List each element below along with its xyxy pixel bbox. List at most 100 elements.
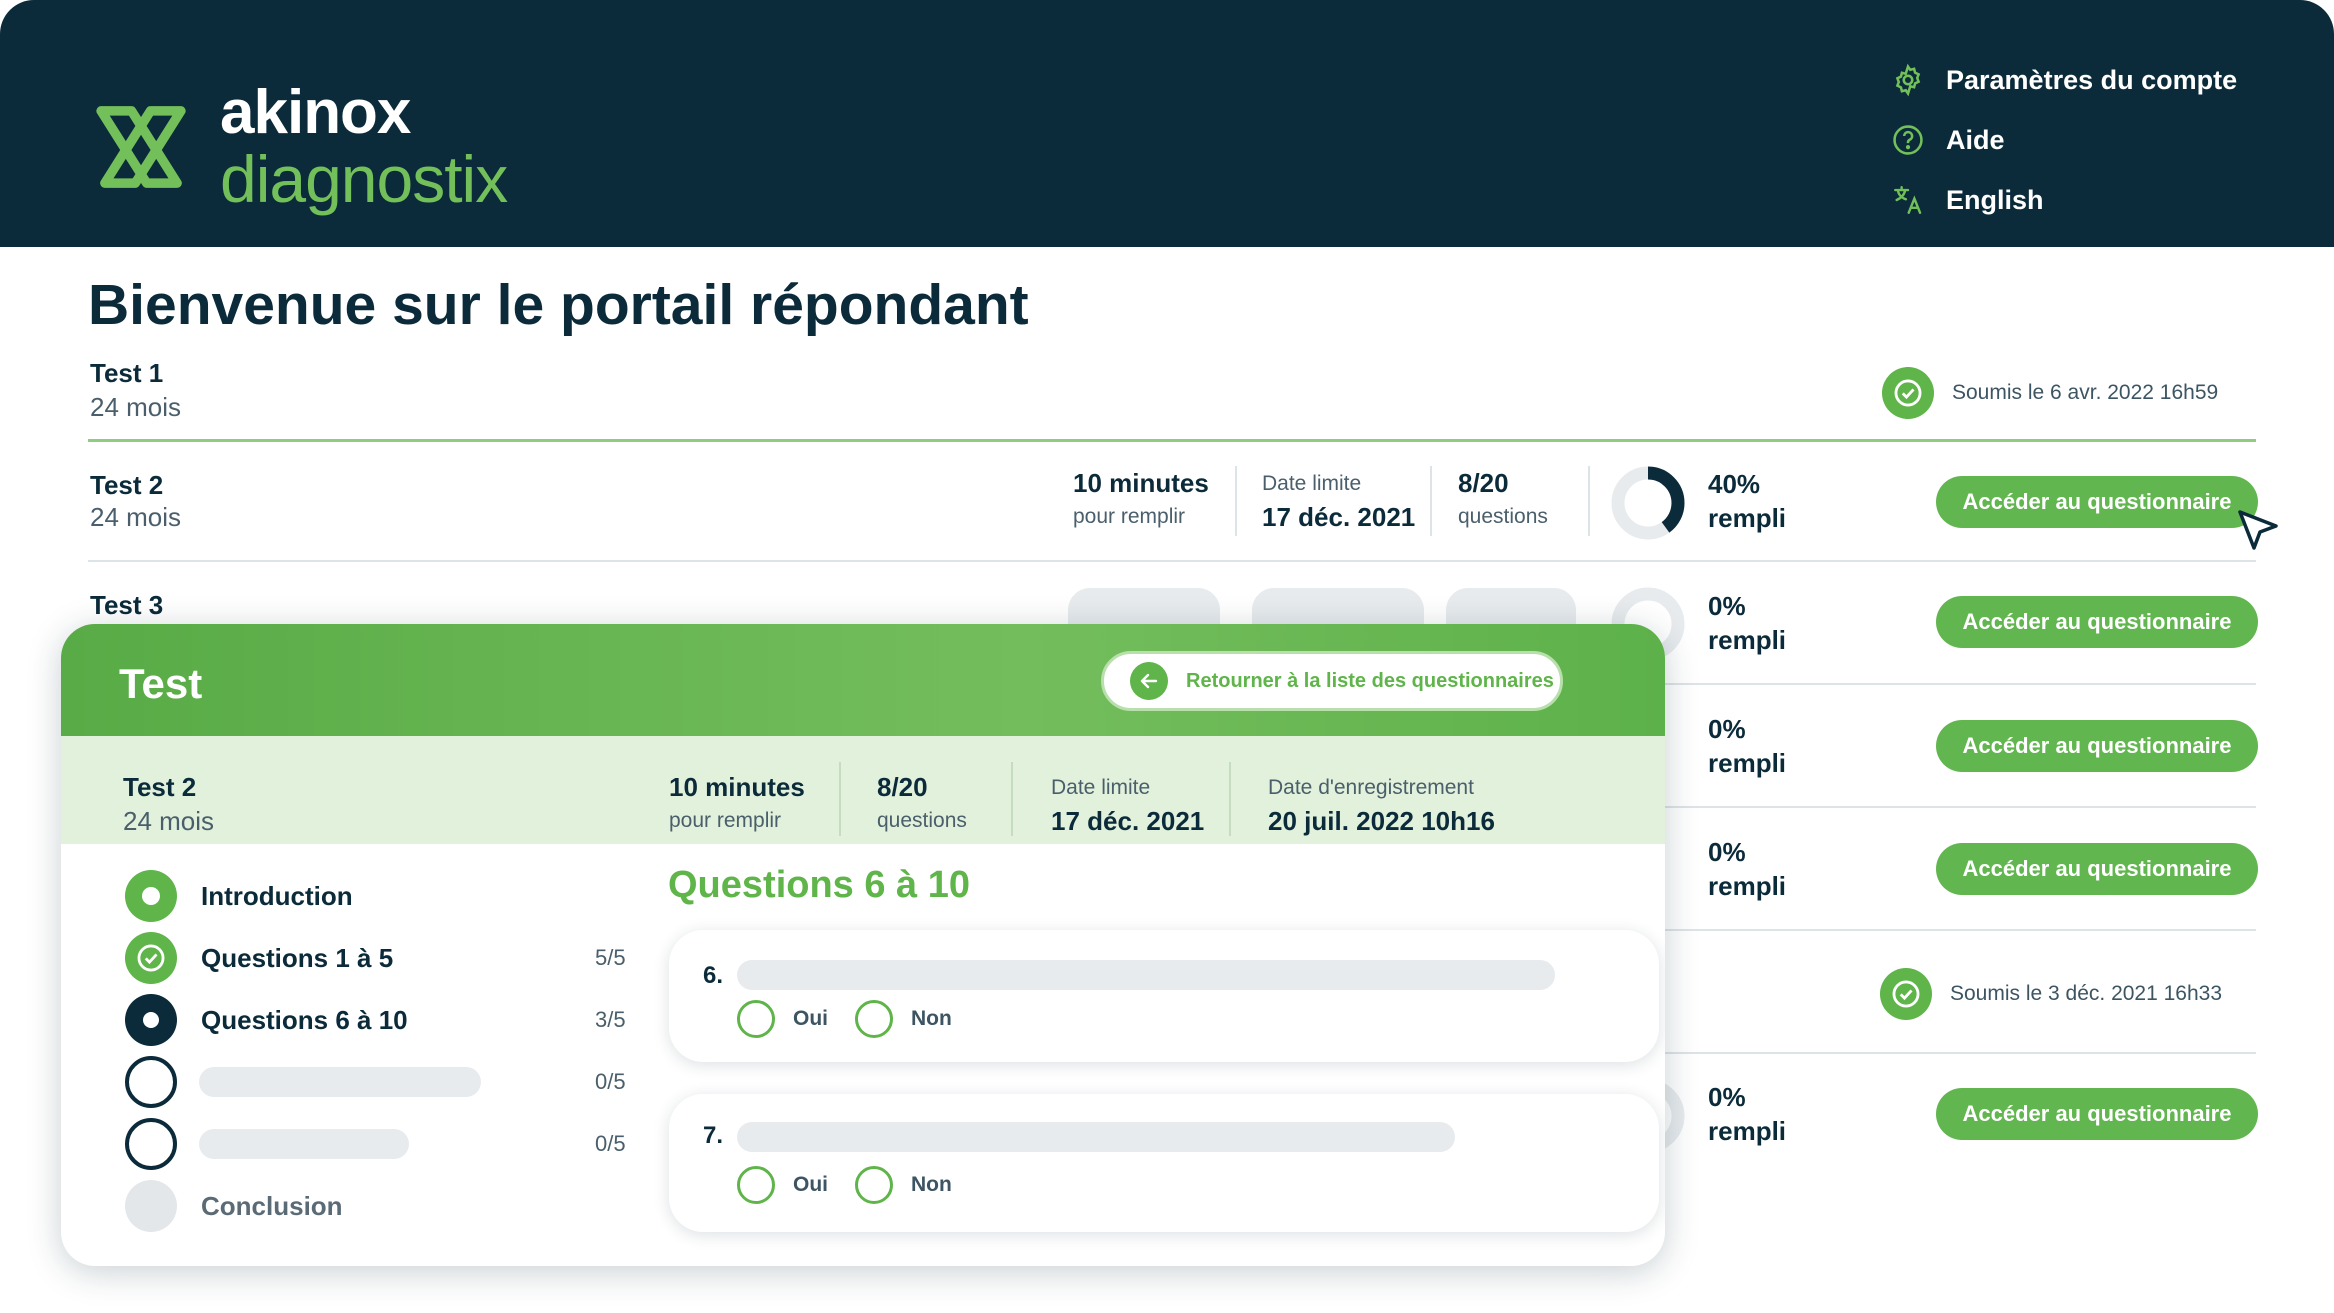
progress-label: rempli bbox=[1708, 1116, 1787, 1146]
divider bbox=[1235, 466, 1237, 536]
divider bbox=[88, 560, 2256, 562]
step-placeholder[interactable]: 0/5 bbox=[125, 1118, 626, 1170]
access-questionnaire-button[interactable]: Accéder au questionnaire bbox=[1936, 1088, 2258, 1140]
check-icon bbox=[1880, 968, 1932, 1020]
info-title: Test 2 bbox=[123, 772, 197, 802]
saved-date-value: 20 juil. 2022 10h16 bbox=[1268, 806, 1495, 836]
step-label: Questions 6 à 10 bbox=[201, 1004, 408, 1035]
step-introduction[interactable]: Introduction bbox=[125, 870, 585, 922]
radio-button[interactable] bbox=[737, 1000, 775, 1038]
progress-label: rempli bbox=[1708, 625, 1787, 655]
back-to-list-button[interactable]: Retourner à la liste des questionnaires bbox=[1101, 651, 1563, 711]
progress-block: 40% rempli bbox=[1708, 467, 1786, 535]
help-link[interactable]: Aide bbox=[1890, 110, 2237, 170]
submitted-status: Soumis le 6 avr. 2022 16h59 bbox=[1882, 367, 2218, 419]
step-placeholder[interactable]: 0/5 bbox=[125, 1056, 626, 1108]
radio-button[interactable] bbox=[855, 1000, 893, 1038]
questions-value: 8/20 bbox=[1458, 468, 1509, 498]
language-toggle[interactable]: English bbox=[1890, 170, 2237, 230]
questions-block: 8/20 questions bbox=[1458, 468, 1548, 529]
brand-logo[interactable]: akinox diagnostix bbox=[84, 82, 508, 212]
duration-block: 10 minutes pour remplir bbox=[669, 772, 805, 833]
step-label: Questions 1 à 5 bbox=[201, 942, 394, 973]
language-label: English bbox=[1946, 184, 2044, 215]
divider bbox=[88, 439, 2256, 442]
divider bbox=[1588, 466, 1590, 536]
row-age: 24 mois bbox=[90, 392, 182, 422]
skeleton-placeholder bbox=[737, 960, 1555, 990]
step-label: Introduction bbox=[201, 880, 353, 911]
divider bbox=[1664, 683, 2256, 685]
deadline-value: 17 déc. 2021 bbox=[1262, 502, 1416, 532]
step-questions-1-5[interactable]: Questions 1 à 5 5/5 bbox=[125, 932, 626, 984]
step-current-icon bbox=[125, 870, 177, 922]
step-active-icon bbox=[125, 994, 177, 1046]
back-to-list-label: Retourner à la liste des questionnaires bbox=[1186, 669, 1554, 692]
progress-donut bbox=[1611, 466, 1685, 540]
divider bbox=[1664, 1052, 2256, 1054]
account-settings-label: Paramètres du compte bbox=[1946, 64, 2238, 95]
access-questionnaire-button[interactable]: Accéder au questionnaire bbox=[1936, 596, 2258, 648]
radio-button[interactable] bbox=[737, 1166, 775, 1204]
step-questions-6-10[interactable]: Questions 6 à 10 3/5 bbox=[125, 994, 626, 1046]
access-questionnaire-button[interactable]: Accéder au questionnaire bbox=[1936, 843, 2258, 895]
question-number: 7. bbox=[703, 1122, 724, 1149]
answer-no[interactable]: Non bbox=[855, 1166, 952, 1204]
answer-label: Non bbox=[911, 1173, 952, 1196]
questions-label: questions bbox=[1458, 505, 1548, 528]
mouse-cursor-icon bbox=[2238, 510, 2278, 550]
answer-yes[interactable]: Oui bbox=[737, 1166, 828, 1204]
progress-label: rempli bbox=[1708, 748, 1787, 778]
progress-label: rempli bbox=[1708, 871, 1787, 901]
questionnaire-row-test2: Test 2 24 mois bbox=[88, 468, 2256, 538]
row-title: Test 2 bbox=[90, 470, 164, 500]
answer-no[interactable]: Non bbox=[855, 1000, 952, 1038]
answer-yes[interactable]: Oui bbox=[737, 1000, 828, 1038]
row-title: Test 1 bbox=[90, 358, 164, 388]
access-questionnaire-button[interactable]: Accéder au questionnaire bbox=[1936, 476, 2258, 528]
panel-title: Test bbox=[119, 660, 203, 707]
divider bbox=[1664, 806, 2256, 808]
progress-block: 0% rempli bbox=[1708, 589, 1786, 657]
help-icon bbox=[1890, 122, 1926, 158]
deadline-block: Date limite 17 déc. 2021 bbox=[1051, 776, 1204, 837]
submitted-text: Soumis le 3 déc. 2021 16h33 bbox=[1950, 982, 2223, 1005]
deadline-block: Date limite 17 déc. 2021 bbox=[1262, 472, 1415, 533]
questionnaire-panel: Test Retourner à la liste des questionna… bbox=[61, 624, 1665, 1266]
duration-block: 10 minutes pour remplir bbox=[1073, 468, 1209, 529]
skeleton-placeholder bbox=[199, 1067, 481, 1097]
saved-date-block: Date d'enregistrement 20 juil. 2022 10h1… bbox=[1268, 776, 1495, 837]
progress-percent: 0% bbox=[1708, 714, 1746, 744]
akinox-logo-icon bbox=[96, 106, 186, 188]
duration-label: pour remplir bbox=[1073, 505, 1186, 528]
progress-percent: 0% bbox=[1708, 591, 1746, 621]
radio-button[interactable] bbox=[855, 1166, 893, 1204]
questions-value: 8/20 bbox=[877, 772, 928, 802]
translate-icon bbox=[1890, 182, 1926, 218]
skeleton-placeholder bbox=[1252, 588, 1424, 628]
step-count: 3/5 bbox=[595, 1007, 626, 1032]
step-label: Conclusion bbox=[201, 1190, 343, 1221]
progress-percent: 0% bbox=[1708, 1082, 1746, 1112]
progress-percent: 40% bbox=[1708, 469, 1761, 499]
deadline-value: 17 déc. 2021 bbox=[1051, 806, 1205, 836]
access-questionnaire-button[interactable]: Accéder au questionnaire bbox=[1936, 720, 2258, 772]
account-settings-link[interactable]: Paramètres du compte bbox=[1890, 50, 2237, 110]
question-card: 6. Oui Non bbox=[669, 930, 1659, 1062]
step-count: 5/5 bbox=[595, 945, 626, 970]
answer-label: Oui bbox=[793, 1173, 828, 1196]
question-card: 7. Oui Non bbox=[669, 1094, 1659, 1232]
divider bbox=[839, 762, 841, 836]
page-title: Bienvenue sur le portail répondant bbox=[88, 273, 1029, 337]
skeleton-placeholder bbox=[199, 1129, 409, 1159]
answer-label: Non bbox=[911, 1007, 952, 1030]
header-menu: Paramètres du compte Aide English bbox=[1890, 50, 2237, 230]
step-todo-icon bbox=[125, 1056, 177, 1108]
duration-value: 10 minutes bbox=[669, 772, 805, 802]
divider bbox=[1430, 466, 1432, 536]
saved-date-label: Date d'enregistrement bbox=[1268, 776, 1474, 799]
questionnaire-row-test1: Test 1 24 mois bbox=[88, 356, 2256, 426]
duration-value: 10 minutes bbox=[1073, 468, 1209, 498]
questions-label: questions bbox=[877, 809, 967, 832]
submitted-text: Soumis le 6 avr. 2022 16h59 bbox=[1952, 381, 2219, 404]
